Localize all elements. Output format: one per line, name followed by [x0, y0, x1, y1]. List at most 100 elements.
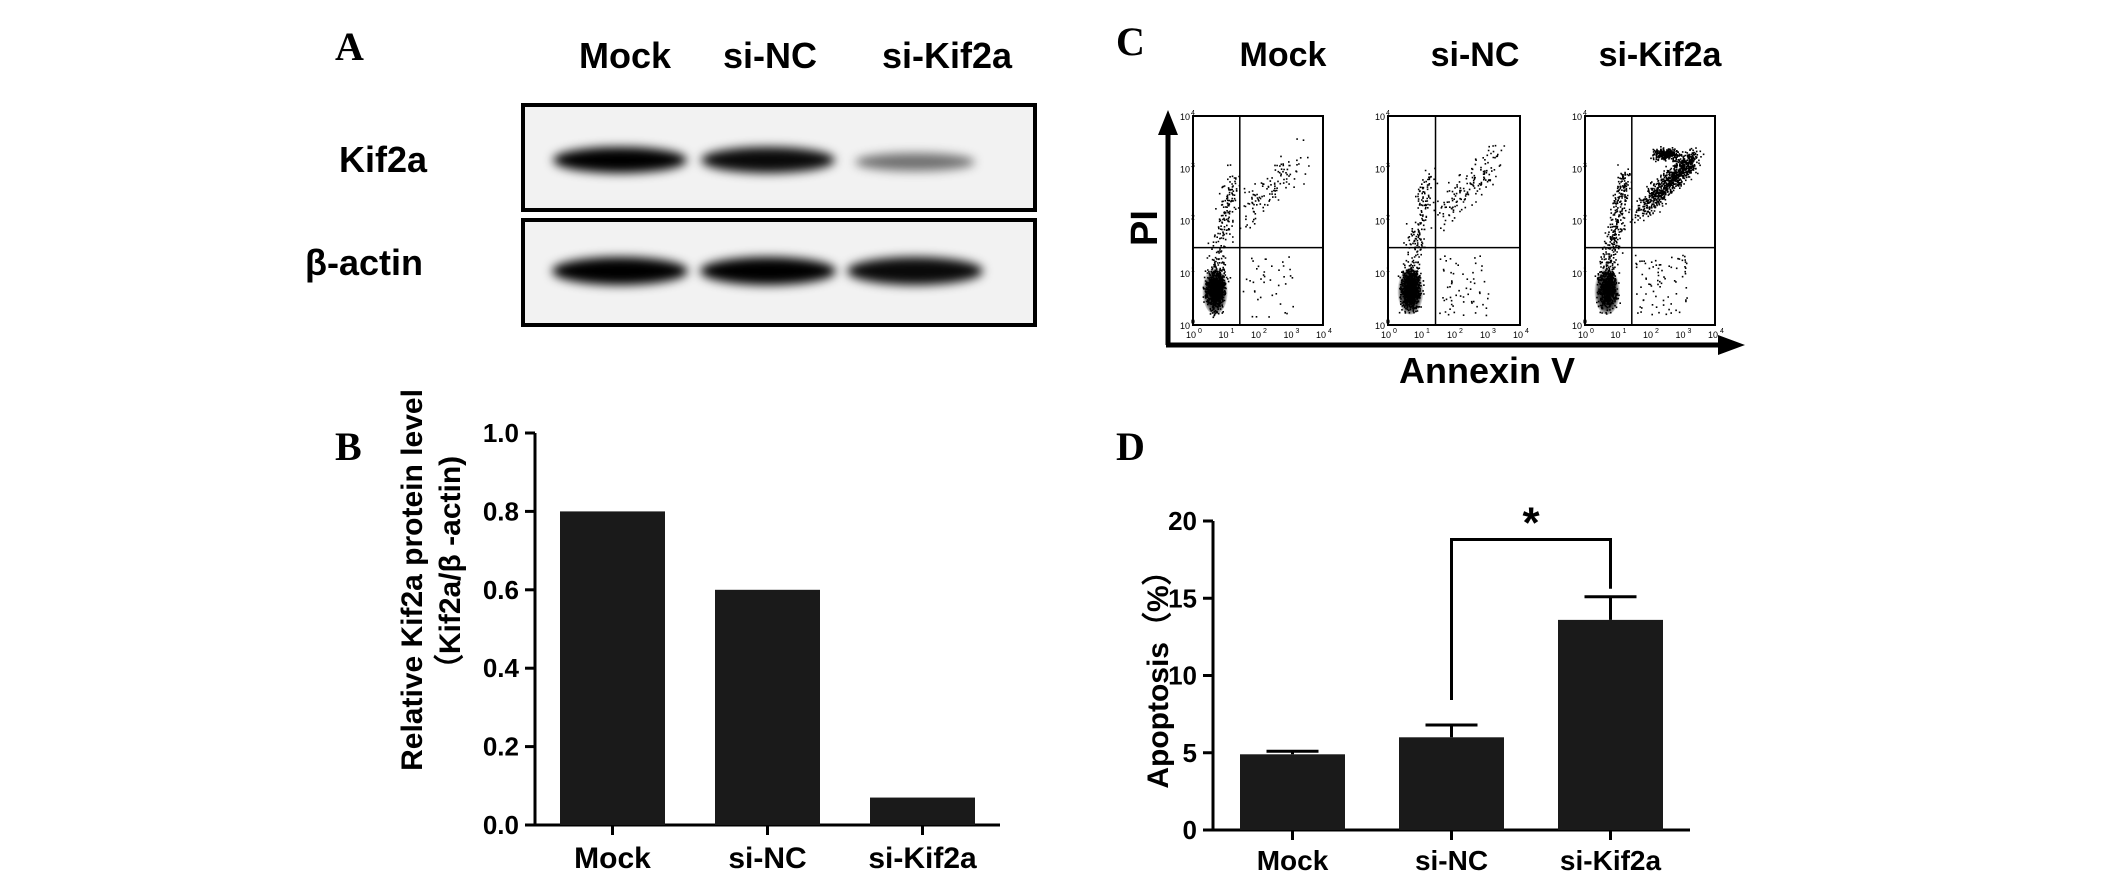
- flow-x-tick-label: 10: [1447, 330, 1457, 340]
- flow-y-tick-exponent: 0: [1583, 319, 1587, 326]
- flow-y-tick-label: 10: [1375, 217, 1385, 227]
- flow-column-label-si-kif2a: si-Kif2a: [1599, 36, 1723, 74]
- flow-x-tick-exponent: 2: [1655, 328, 1659, 335]
- x-tick-label: si-Kif2a: [1560, 845, 1662, 876]
- blot-band-actin-si-nc: [700, 257, 836, 285]
- chart-d-ylabel: Apoptosis（%）: [1141, 555, 1175, 788]
- flow-x-tick-exponent: 3: [1492, 328, 1496, 335]
- flow-y-tick-label: 10: [1375, 112, 1385, 122]
- flow-y-tick-label: 10: [1180, 112, 1190, 122]
- blot-band-kif2a-si-kif2a: [855, 153, 975, 171]
- flow-y-tick-exponent: 1: [1386, 267, 1390, 274]
- flow-y-tick-exponent: 0: [1386, 319, 1390, 326]
- flow-y-tick-exponent: 3: [1386, 162, 1390, 169]
- flow-x-tick-label: 10: [1251, 330, 1261, 340]
- blot-band-actin-mock: [552, 257, 688, 285]
- significance-star: *: [1522, 499, 1540, 548]
- flow-x-tick-label: 10: [1480, 330, 1490, 340]
- panel-a: A Mock si-NC si-Kif2a Kif2a β-actin: [305, 24, 1037, 327]
- flow-y-tick-exponent: 4: [1386, 110, 1390, 117]
- y-tick-label: 0.8: [483, 496, 519, 526]
- flow-ylabel-pi: PI: [1124, 210, 1166, 246]
- y-tick-label: 10: [1168, 661, 1197, 691]
- significance-bracket: [1450, 538, 1612, 700]
- flow-y-tick-exponent: 0: [1191, 319, 1195, 326]
- flow-y-tick-label: 10: [1375, 321, 1385, 331]
- flow-x-tick-label: 10: [1186, 330, 1196, 340]
- flow-dot-scatter: [1594, 146, 1705, 316]
- bar: [715, 589, 820, 825]
- flow-x-tick-label: 10: [1610, 330, 1620, 340]
- panel-c: C Mock si-NC si-Kif2a 10 010 010 110 110 210 2…: [1116, 19, 1745, 391]
- flow-y-arrowhead: [1158, 110, 1178, 135]
- flow-y-tick-exponent: 1: [1583, 267, 1587, 274]
- blot-band-actin-si-kif2a: [847, 257, 983, 285]
- blot-lane-label-si-nc: si-NC: [723, 35, 817, 76]
- bar: [1558, 619, 1663, 830]
- panel-letter-b: B: [335, 424, 362, 469]
- flow-y-tick-label: 10: [1572, 112, 1582, 122]
- y-tick-label: 15: [1168, 583, 1197, 613]
- flow-y-tick-exponent: 3: [1191, 162, 1195, 169]
- x-tick-label: si-Kif2a: [868, 842, 977, 875]
- y-tick-label: 0.0: [483, 810, 519, 840]
- chart-d: 0 5 10 15 20 Mock si-NC si-Kif2a *: [1168, 499, 1690, 876]
- blot-band-kif2a-mock: [553, 147, 687, 173]
- flow-x-tick-exponent: 4: [1720, 328, 1724, 335]
- blot-lane-label-mock: Mock: [579, 35, 672, 76]
- blot-row-label-kif2a: Kif2a: [339, 139, 428, 180]
- flow-y-tick-label: 10: [1180, 321, 1190, 331]
- blot-lane-label-si-kif2a: si-Kif2a: [882, 35, 1013, 76]
- panel-letter-d: D: [1116, 424, 1145, 469]
- flow-x-tick-label: 10: [1675, 330, 1685, 340]
- flow-y-tick-label: 10: [1572, 217, 1582, 227]
- blot-band-kif2a-si-nc: [701, 147, 835, 173]
- flow-plots: 10 010 010 110 110 210 210 310 310 410 410 010 010 11…: [1180, 110, 1724, 340]
- flow-x-arrowhead: [1718, 335, 1745, 355]
- flow-x-tick-label: 10: [1218, 330, 1228, 340]
- flow-y-tick-label: 10: [1572, 164, 1582, 174]
- flow-x-tick-exponent: 1: [1623, 328, 1627, 335]
- flow-x-tick-exponent: 4: [1525, 328, 1529, 335]
- x-tick-label: Mock: [1257, 845, 1329, 876]
- flow-x-tick-exponent: 4: [1328, 328, 1332, 335]
- y-tick-label: 5: [1183, 738, 1197, 768]
- flow-x-tick-label: 10: [1283, 330, 1293, 340]
- flow-y-tick-label: 10: [1180, 217, 1190, 227]
- flow-y-tick-exponent: 2: [1583, 215, 1587, 222]
- bar: [1240, 754, 1345, 830]
- panel-letter-c: C: [1116, 19, 1145, 64]
- panel-d: D 0 5 10 15 20 Mock si-NC si-Kif2a * Apoptosis（%…: [1116, 424, 1690, 876]
- y-tick-label: 20: [1168, 506, 1197, 536]
- flow-y-tick-exponent: 2: [1386, 215, 1390, 222]
- y-tick-label: 1.0: [483, 418, 519, 448]
- y-tick-label: 0.6: [483, 575, 519, 605]
- flow-y-tick-label: 10: [1572, 269, 1582, 279]
- y-tick-label: 0.4: [483, 653, 520, 683]
- x-tick-label: si-NC: [1415, 845, 1488, 876]
- flow-x-tick-label: 10: [1708, 330, 1718, 340]
- chart-b: 0.0 0.2 0.4 0.6 0.8 1.0 Mock si-NC si-Kif2a: [483, 418, 1000, 875]
- flow-y-tick-exponent: 4: [1583, 110, 1587, 117]
- y-tick-label: 0.2: [483, 732, 519, 762]
- flow-x-tick-label: 10: [1643, 330, 1653, 340]
- bar: [560, 511, 665, 825]
- flow-x-tick-exponent: 3: [1296, 328, 1300, 335]
- flow-column-label-si-nc: si-NC: [1431, 36, 1520, 74]
- panel-b: B 0.0 0.2 0.4 0.6 0.8 1.0 Mock si-NC si-Kif2a Re…: [335, 389, 1000, 875]
- flow-y-tick-label: 10: [1572, 321, 1582, 331]
- x-tick-label: si-NC: [728, 842, 806, 875]
- flow-x-tick-label: 10: [1316, 330, 1326, 340]
- flow-y-tick-exponent: 3: [1583, 162, 1587, 169]
- flow-y-tick-label: 10: [1375, 269, 1385, 279]
- flow-y-tick-exponent: 4: [1191, 110, 1195, 117]
- flow-y-tick-label: 10: [1180, 164, 1190, 174]
- flow-x-tick-exponent: 2: [1263, 328, 1267, 335]
- flow-y-tick-exponent: 2: [1191, 215, 1195, 222]
- flow-dot-scatter: [1202, 138, 1310, 319]
- flow-x-tick-label: 10: [1381, 330, 1391, 340]
- panel-letter-a: A: [335, 24, 364, 69]
- flow-x-tick-label: 10: [1414, 330, 1424, 340]
- x-tick-label: Mock: [574, 842, 651, 875]
